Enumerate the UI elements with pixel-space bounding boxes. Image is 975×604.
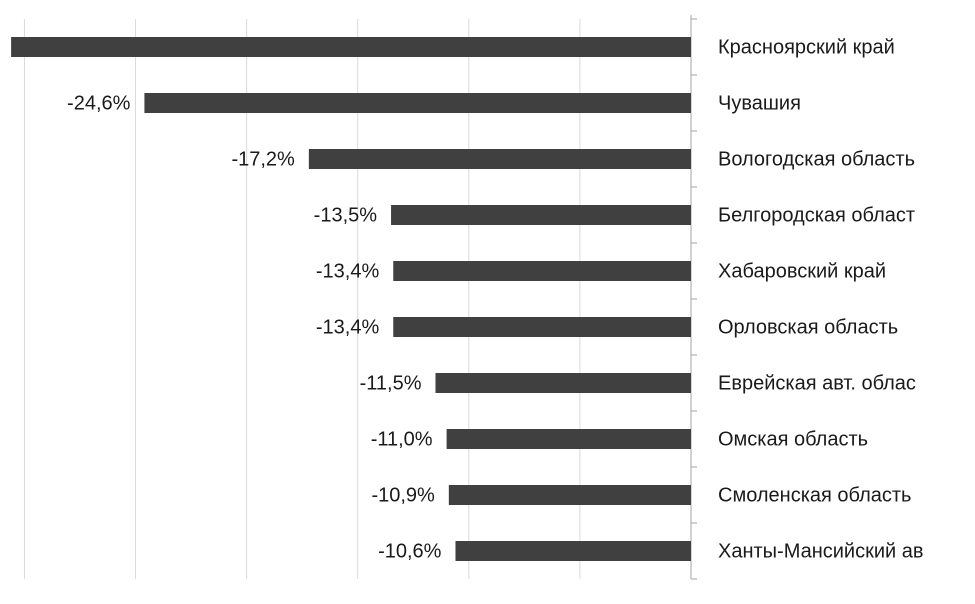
value-label: -11,5% — [360, 372, 422, 394]
category-label: Орловская область — [718, 316, 898, 338]
value-label: -11,0% — [371, 428, 433, 450]
category-label: Белгородская област — [718, 204, 915, 226]
bar — [144, 93, 692, 113]
value-label: -10,6% — [378, 540, 442, 562]
category-label: Красноярский край — [718, 36, 895, 58]
category-label: Ханты-Мансийский ав — [718, 540, 924, 562]
value-label: -24,6% — [67, 92, 131, 114]
bar — [391, 205, 691, 225]
category-label: Еврейская авт. облас — [718, 372, 916, 394]
category-label: Хабаровский край — [718, 260, 886, 282]
bar — [393, 261, 691, 281]
bar — [435, 373, 691, 393]
bar — [455, 541, 691, 561]
category-label: Омская область — [718, 428, 868, 450]
bar — [393, 317, 691, 337]
category-label: Чувашия — [718, 92, 801, 114]
category-label: Вологодская область — [718, 148, 915, 170]
value-label: -10,9% — [371, 484, 435, 506]
bar — [308, 149, 691, 169]
bar — [448, 485, 691, 505]
value-label: -13,4% — [316, 316, 380, 338]
value-label: -13,4% — [316, 260, 380, 282]
value-label: -13,5% — [314, 204, 378, 226]
bar — [11, 37, 692, 57]
bar — [446, 429, 691, 449]
category-label: Смоленская область — [718, 484, 911, 506]
value-label: -17,2% — [231, 148, 295, 170]
